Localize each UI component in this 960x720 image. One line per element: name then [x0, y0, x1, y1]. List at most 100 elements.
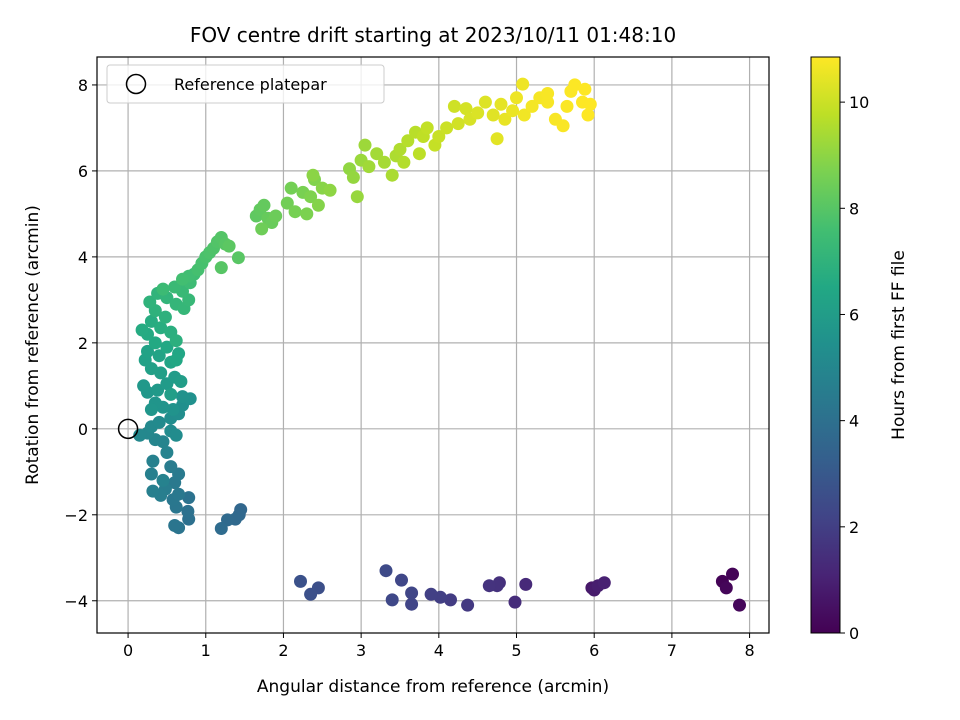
data-point	[164, 387, 178, 401]
data-point	[385, 168, 399, 182]
data-point	[362, 160, 376, 174]
data-point	[294, 574, 307, 588]
data-point	[169, 334, 183, 348]
data-point	[151, 383, 165, 397]
y-tick-label: −4	[64, 592, 88, 611]
data-point	[482, 579, 496, 593]
data-point	[257, 198, 271, 212]
x-tick-label: 3	[356, 641, 366, 660]
data-point	[350, 190, 364, 204]
colorbar-tick-label: 2	[849, 518, 859, 537]
data-point	[597, 576, 611, 590]
data-point	[405, 586, 419, 600]
data-point	[152, 349, 166, 363]
colorbar-tick-label: 8	[849, 199, 859, 218]
data-point	[182, 491, 196, 505]
y-axis-label: Rotation from reference (arcmin)	[23, 205, 43, 485]
data-point	[169, 353, 183, 367]
data-point	[346, 170, 360, 184]
y-tick-label: −2	[64, 506, 88, 525]
legend-marker-reference-platepar	[125, 73, 147, 95]
data-point	[255, 222, 269, 236]
data-point	[269, 209, 283, 223]
colorbar-label: Hours from first FF file	[889, 250, 909, 440]
y-tick-label: 8	[78, 76, 88, 95]
data-point	[146, 454, 160, 468]
data-point	[148, 336, 162, 350]
reference-point	[117, 418, 139, 440]
chart-title: FOV centre drift starting at 2023/10/11 …	[190, 23, 676, 47]
data-point	[444, 593, 457, 607]
data-point	[516, 77, 530, 91]
plot-frame	[96, 56, 770, 634]
data-point	[517, 108, 531, 122]
data-point	[152, 415, 166, 429]
y-tick-label: 6	[78, 162, 88, 181]
data-point	[424, 587, 438, 601]
data-point	[395, 573, 408, 587]
data-point	[231, 251, 245, 265]
data-point	[300, 207, 314, 221]
x-axis-label: Angular distance from reference (arcmin)	[257, 677, 609, 697]
x-tick-label: 2	[278, 641, 288, 660]
data-point	[358, 138, 372, 152]
colorbar-tick-label: 0	[849, 624, 859, 643]
data-point	[166, 403, 180, 416]
data-point	[172, 487, 186, 501]
axis-ticks: 0 1 2 3 4 5 6 7 8 −4 −2 0 2 4 6 8	[64, 76, 754, 660]
data-point	[556, 119, 570, 133]
data-point	[181, 504, 195, 518]
data-point	[311, 198, 325, 212]
data-point	[498, 112, 512, 126]
legend: Reference platepar	[106, 64, 385, 104]
data-point	[176, 390, 189, 404]
data-point	[168, 519, 182, 532]
data-point	[478, 95, 492, 109]
y-tick-label: 2	[78, 334, 88, 353]
data-point	[176, 272, 189, 286]
data-point	[144, 314, 158, 328]
y-tick-label: 4	[78, 248, 88, 267]
data-point	[508, 595, 522, 609]
data-point	[143, 295, 157, 309]
data-point	[156, 282, 170, 296]
data-points	[133, 77, 746, 612]
data-point	[490, 132, 504, 146]
colorbar-ticks: 0 2 4 6 8 10	[840, 93, 869, 643]
data-point	[578, 82, 592, 96]
data-point	[726, 567, 739, 581]
data-point	[397, 155, 411, 169]
data-point	[146, 484, 160, 498]
data-point	[432, 130, 446, 143]
data-point	[581, 108, 595, 122]
data-point	[214, 261, 228, 275]
data-point	[135, 323, 149, 337]
data-point	[158, 310, 172, 324]
x-tick-label: 1	[201, 641, 211, 660]
data-point	[174, 375, 188, 388]
data-point	[471, 106, 485, 120]
data-point	[377, 155, 391, 169]
data-point	[222, 239, 236, 253]
data-point	[144, 403, 158, 416]
y-tick-label: 0	[78, 420, 88, 439]
x-tick-label: 7	[667, 641, 677, 660]
data-point	[370, 147, 384, 161]
data-point	[420, 121, 434, 135]
data-point	[541, 87, 555, 100]
data-point	[405, 597, 419, 611]
data-point	[506, 104, 520, 118]
data-point	[169, 428, 183, 442]
colorbar-tick-label: 6	[849, 305, 859, 324]
data-point	[560, 99, 574, 113]
colorbar-tick-label: 10	[849, 93, 869, 112]
data-point	[461, 598, 475, 612]
data-point	[393, 142, 407, 156]
data-point	[494, 97, 508, 111]
data-point	[451, 117, 465, 131]
data-point	[306, 168, 320, 182]
data-point	[379, 564, 393, 578]
plot-area: 0 1 2 3 4 5 6 7 8 −4 −2 0 2 4 6 8	[64, 56, 770, 660]
data-point	[160, 340, 174, 354]
